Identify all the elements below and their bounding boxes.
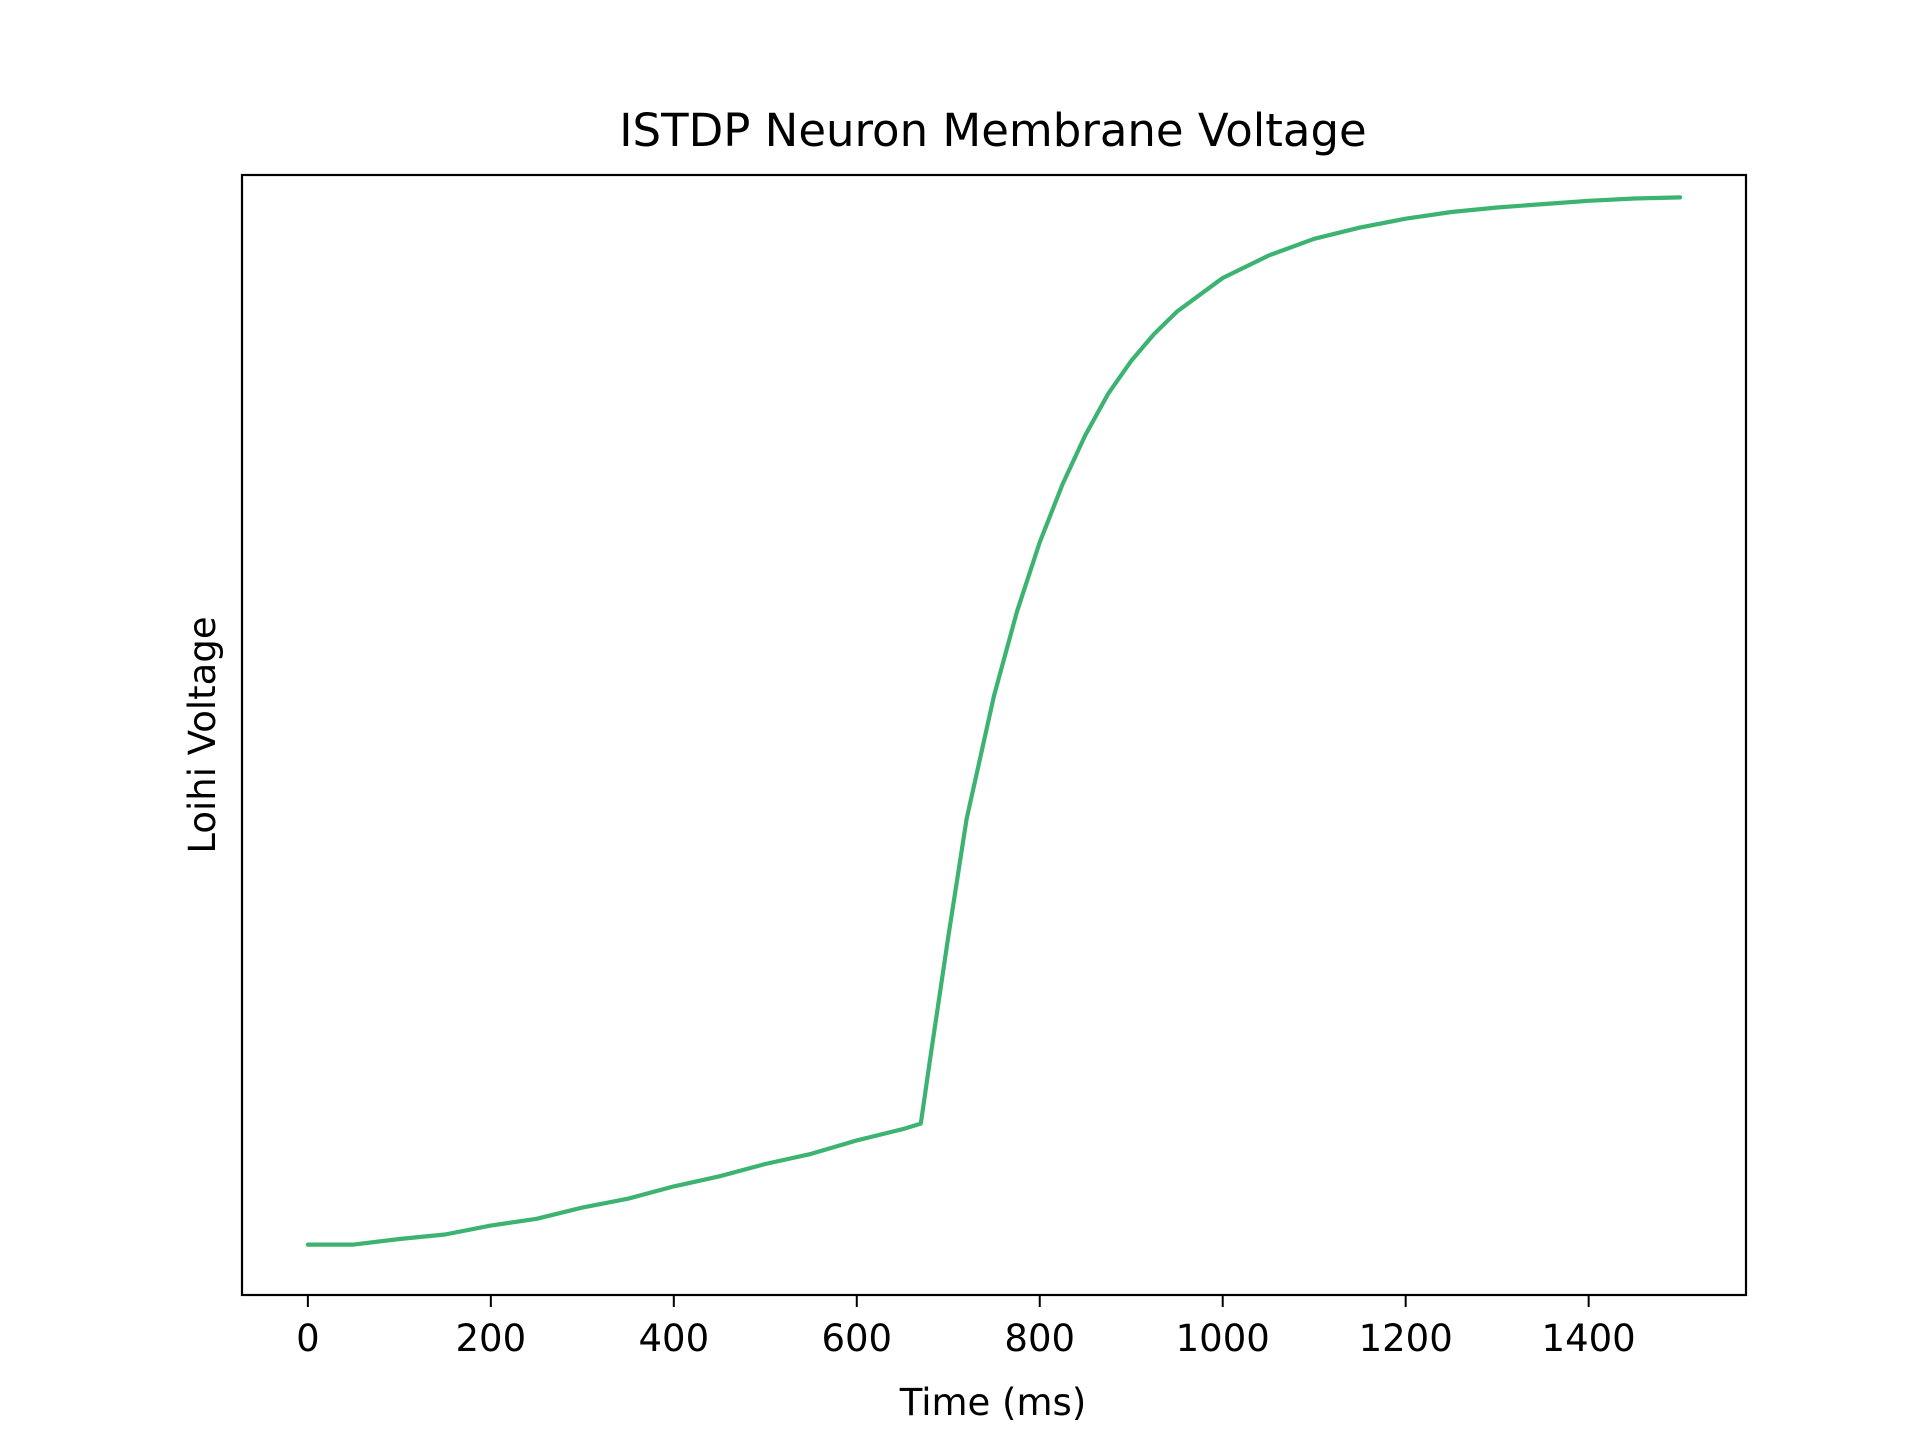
x-axis-ticks: 0 200 400 600 800 1000 1200 1400	[296, 1295, 1636, 1360]
x-tick-label: 1200	[1359, 1317, 1453, 1360]
x-tick-label: 400	[638, 1317, 709, 1360]
x-tick-label: 1400	[1542, 1317, 1636, 1360]
plot-frame	[240, 173, 1748, 1297]
chart-title: ISTDP Neuron Membrane Voltage	[619, 104, 1366, 157]
series-line-voltage	[305, 195, 1683, 1247]
x-tick-label: 200	[456, 1317, 527, 1360]
x-tick-label: 800	[1004, 1317, 1075, 1360]
x-tick-label: 600	[821, 1317, 892, 1360]
x-axis-label: Time (ms)	[899, 1381, 1087, 1424]
x-tick-label: 1000	[1176, 1317, 1270, 1360]
y-axis-label: Loihi Voltage	[181, 616, 224, 853]
x-tick-label: 0	[296, 1317, 320, 1360]
